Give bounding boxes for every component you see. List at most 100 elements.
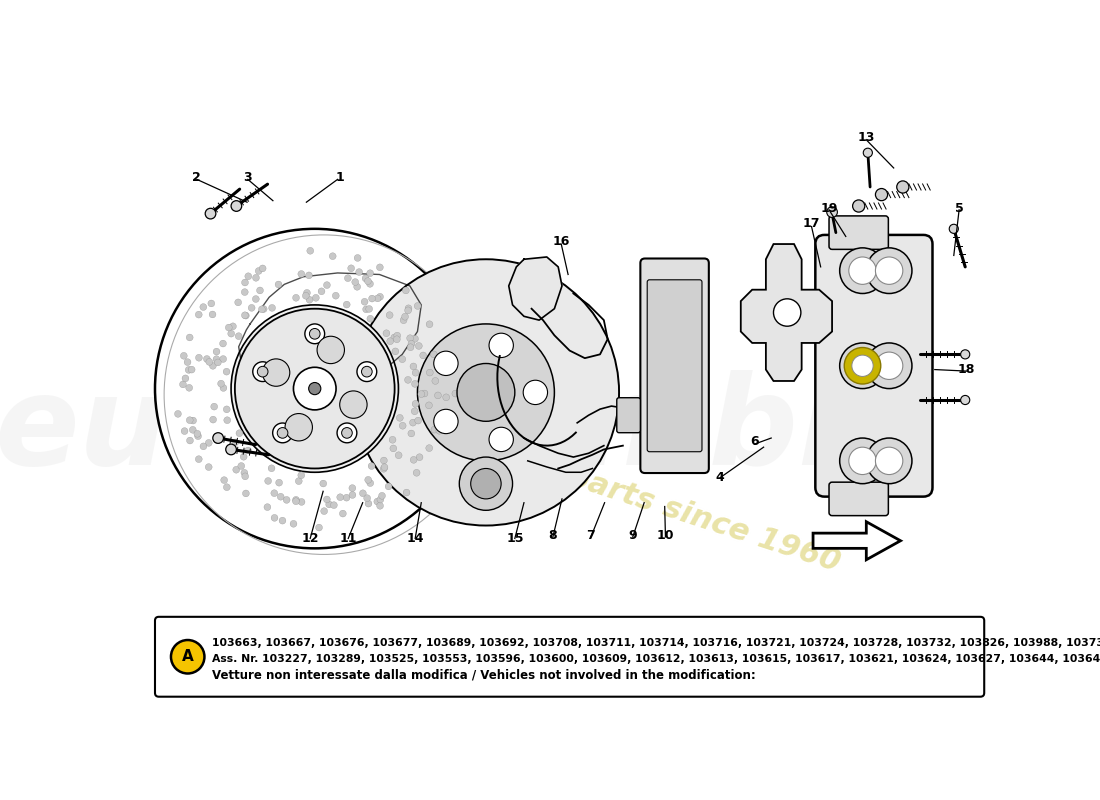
Text: 12: 12 <box>301 532 319 545</box>
Circle shape <box>298 270 305 278</box>
Circle shape <box>447 420 454 426</box>
Circle shape <box>436 427 443 434</box>
Circle shape <box>414 470 420 476</box>
Circle shape <box>208 300 214 307</box>
Circle shape <box>403 287 409 294</box>
Circle shape <box>170 640 205 674</box>
Circle shape <box>271 514 278 522</box>
Circle shape <box>185 366 192 374</box>
Circle shape <box>368 295 375 302</box>
Circle shape <box>343 494 350 501</box>
Circle shape <box>253 362 273 382</box>
Circle shape <box>285 414 312 441</box>
Text: 103663, 103667, 103676, 103677, 103689, 103692, 103708, 103711, 103714, 103716, : 103663, 103667, 103676, 103677, 103689, … <box>212 638 1100 649</box>
Circle shape <box>355 269 363 275</box>
Circle shape <box>252 295 260 302</box>
Circle shape <box>364 278 372 285</box>
Circle shape <box>290 520 297 527</box>
Circle shape <box>206 358 212 366</box>
Text: 11: 11 <box>340 532 358 545</box>
Circle shape <box>196 311 202 318</box>
Circle shape <box>365 500 372 507</box>
Circle shape <box>242 473 249 480</box>
Circle shape <box>851 355 873 377</box>
Circle shape <box>241 470 248 476</box>
Circle shape <box>195 433 201 439</box>
Circle shape <box>275 281 282 288</box>
Circle shape <box>189 426 196 434</box>
Circle shape <box>307 247 314 254</box>
Circle shape <box>321 508 328 514</box>
Circle shape <box>363 306 370 313</box>
Circle shape <box>188 366 195 373</box>
Circle shape <box>412 401 419 407</box>
Circle shape <box>200 443 207 450</box>
Circle shape <box>186 384 192 391</box>
Circle shape <box>399 356 406 362</box>
Text: 9: 9 <box>628 529 637 542</box>
Circle shape <box>273 423 293 442</box>
Circle shape <box>353 259 619 526</box>
Circle shape <box>411 408 418 414</box>
Circle shape <box>864 148 872 158</box>
Circle shape <box>426 445 432 451</box>
Circle shape <box>349 491 356 498</box>
Circle shape <box>368 462 375 470</box>
Circle shape <box>436 414 442 420</box>
Circle shape <box>365 477 372 483</box>
Circle shape <box>294 367 337 410</box>
Circle shape <box>354 254 361 262</box>
Circle shape <box>386 312 393 318</box>
Circle shape <box>443 394 450 401</box>
Circle shape <box>306 272 312 279</box>
Circle shape <box>238 462 244 470</box>
Circle shape <box>360 490 366 497</box>
Text: 2: 2 <box>192 170 201 183</box>
Circle shape <box>211 403 218 410</box>
Circle shape <box>309 382 321 394</box>
Circle shape <box>245 273 252 280</box>
Circle shape <box>298 472 305 478</box>
Circle shape <box>411 381 418 387</box>
Circle shape <box>231 201 242 211</box>
Circle shape <box>358 362 376 382</box>
Circle shape <box>827 206 837 218</box>
Circle shape <box>394 332 400 339</box>
Circle shape <box>226 444 236 454</box>
Circle shape <box>362 275 369 282</box>
Circle shape <box>213 356 220 362</box>
Circle shape <box>342 427 352 438</box>
Circle shape <box>460 457 513 510</box>
Circle shape <box>378 492 385 499</box>
Text: 17: 17 <box>803 217 821 230</box>
Circle shape <box>839 438 886 484</box>
Circle shape <box>366 480 374 486</box>
Circle shape <box>490 427 514 451</box>
Circle shape <box>361 298 368 305</box>
Circle shape <box>206 439 212 446</box>
Text: 4: 4 <box>716 471 725 484</box>
Text: Vetture non interessate dalla modifica / Vehicles not involved in the modificati: Vetture non interessate dalla modifica /… <box>212 669 756 682</box>
Text: 7: 7 <box>586 529 595 542</box>
Circle shape <box>302 292 309 299</box>
Circle shape <box>383 330 389 337</box>
Circle shape <box>223 484 230 490</box>
Circle shape <box>182 428 188 434</box>
Circle shape <box>256 287 263 294</box>
Circle shape <box>389 436 396 443</box>
Text: 1: 1 <box>336 170 344 183</box>
Circle shape <box>223 406 230 413</box>
Circle shape <box>430 351 437 358</box>
Circle shape <box>960 350 970 359</box>
Circle shape <box>228 330 234 337</box>
Circle shape <box>244 447 252 454</box>
Circle shape <box>186 417 194 423</box>
Circle shape <box>354 283 361 290</box>
Circle shape <box>426 321 433 328</box>
Circle shape <box>366 281 373 287</box>
Circle shape <box>390 334 398 341</box>
Text: euroricambi: euroricambi <box>0 370 840 491</box>
Circle shape <box>265 478 272 484</box>
Circle shape <box>226 324 232 331</box>
Circle shape <box>293 497 299 503</box>
